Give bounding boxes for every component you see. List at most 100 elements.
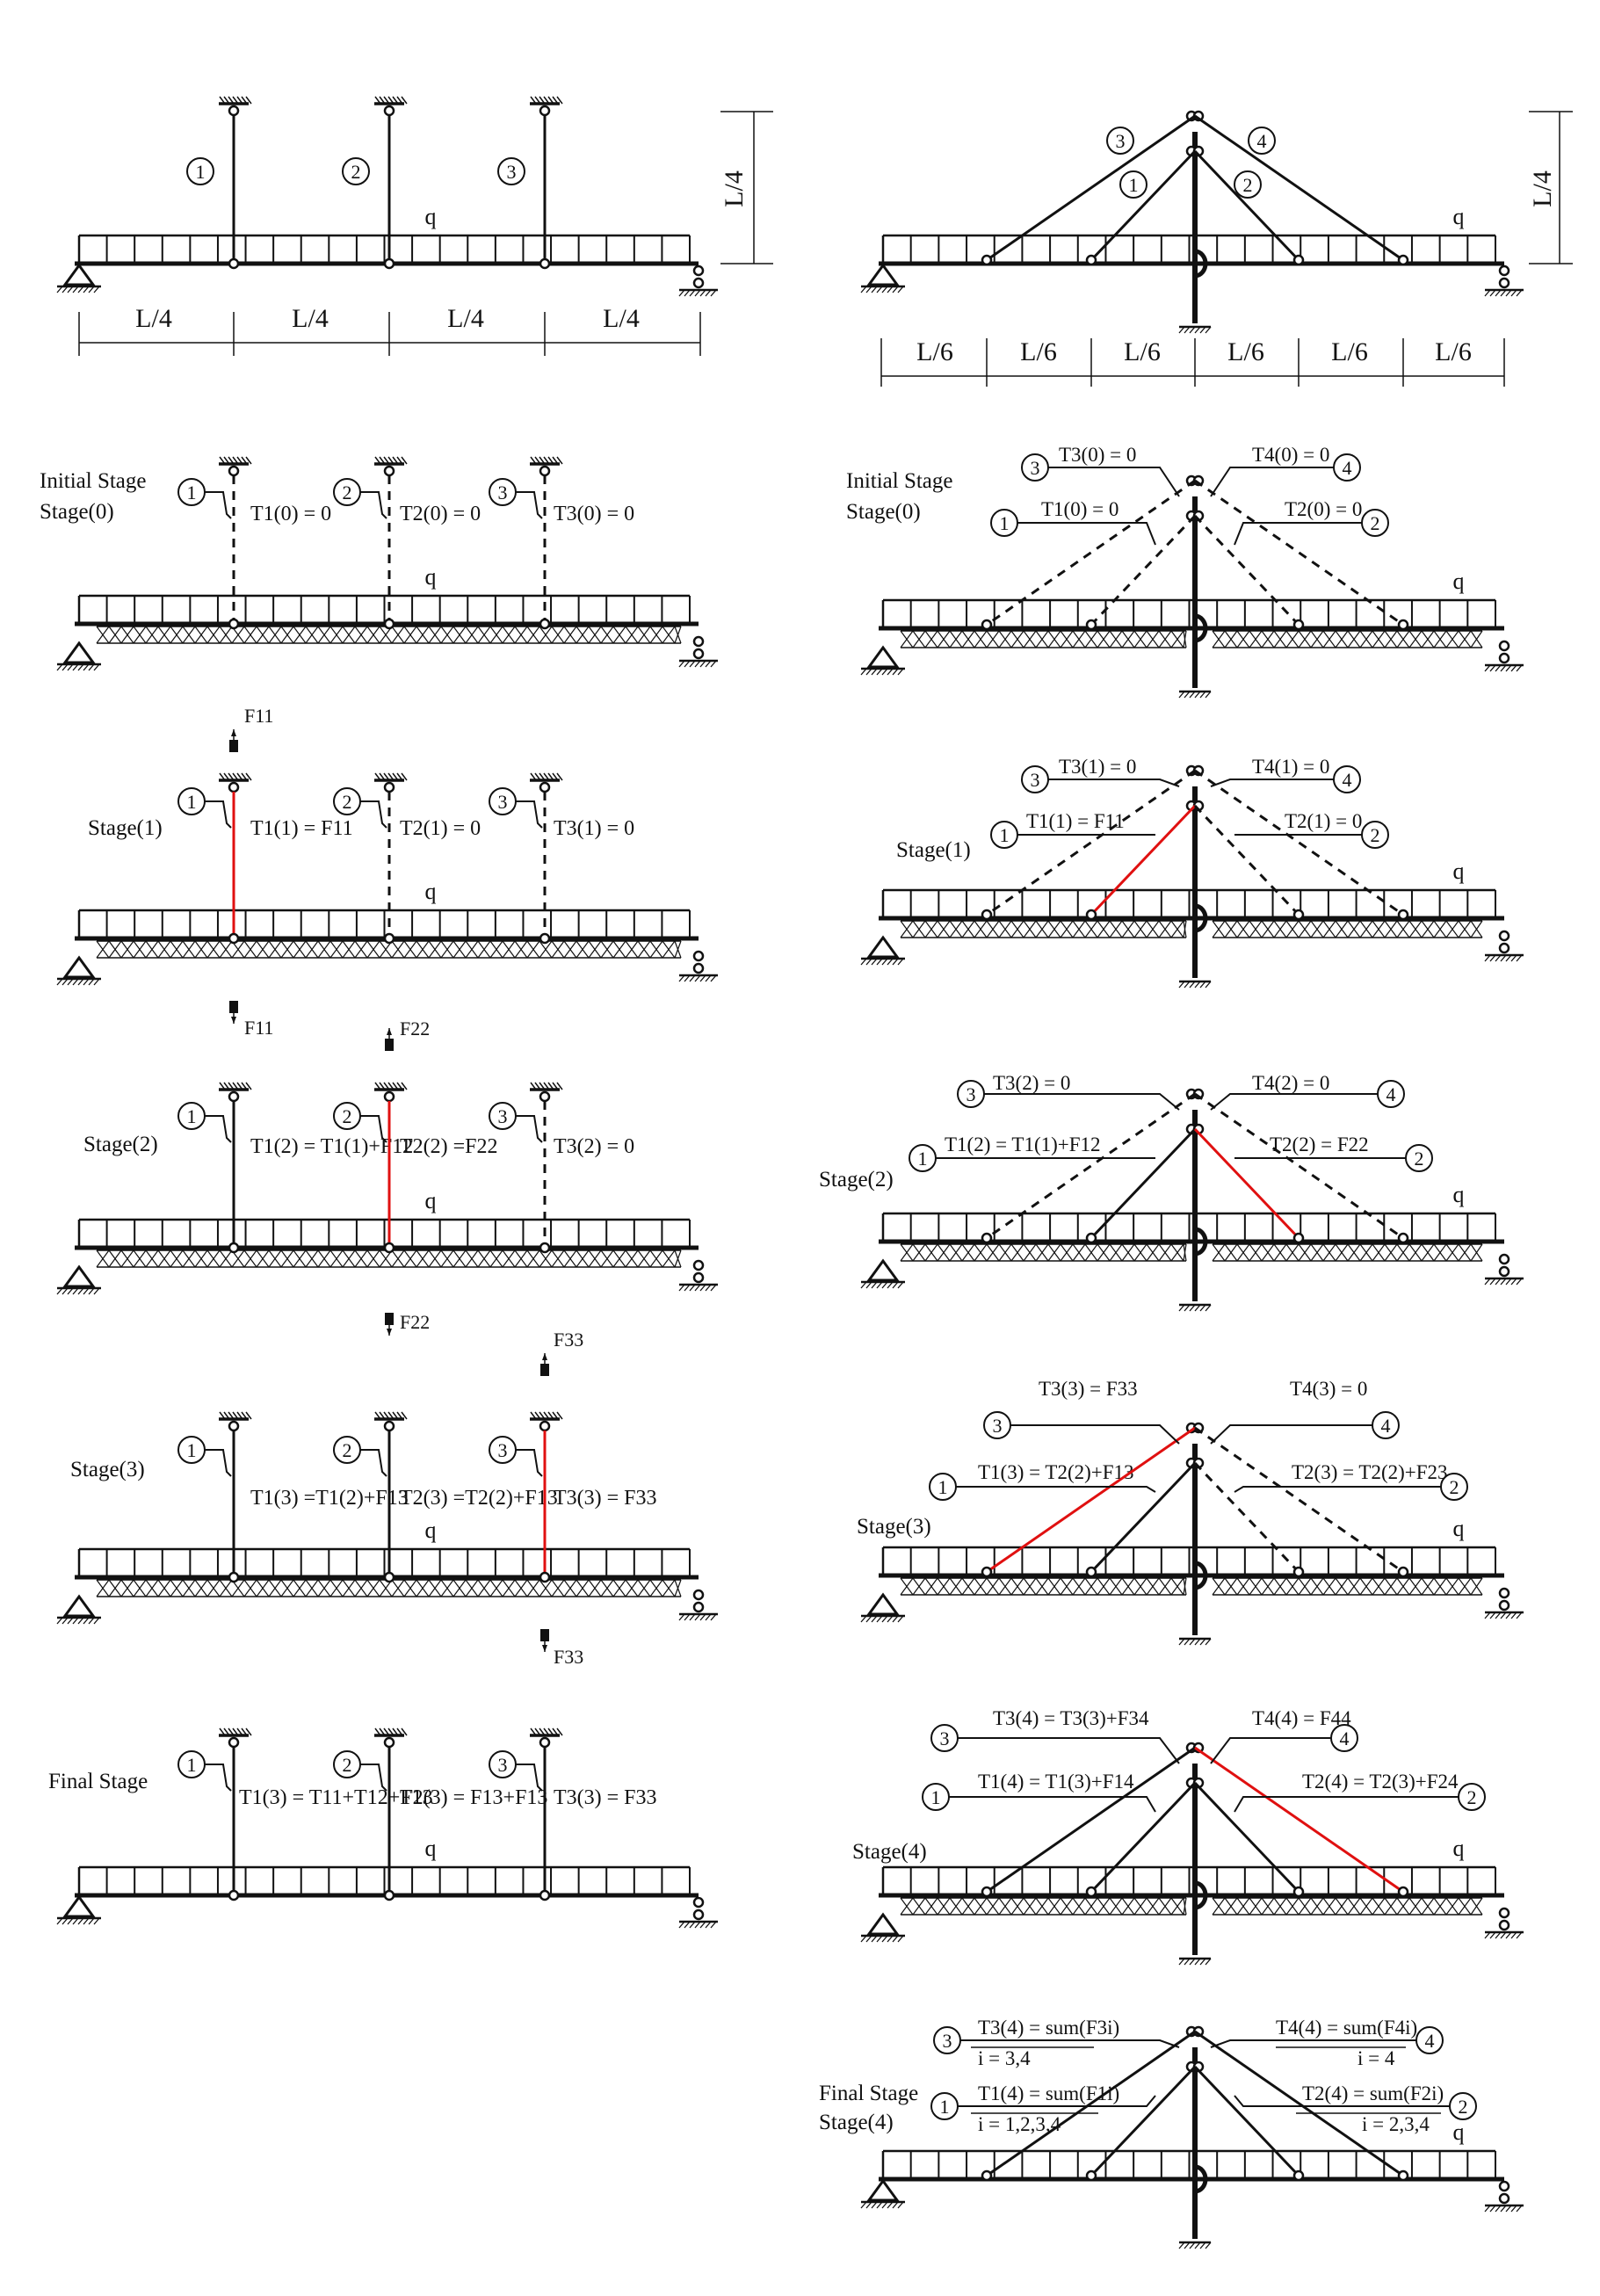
rformula-c2-s1: T2(1) = 0: [1285, 810, 1362, 832]
pylon-foundation-hatch: [1189, 981, 1196, 989]
force-label-f11-bottom: F11: [244, 1017, 273, 1039]
falsework-truss-right-diag: [1421, 920, 1435, 938]
falsework-truss-diag: [145, 626, 159, 644]
falsework-truss-right-diag: [1384, 630, 1398, 648]
hanger-top-hinge: [228, 1420, 240, 1432]
ceiling-anchor-hatch: [396, 456, 403, 465]
cable-number-2: 2: [1243, 174, 1253, 196]
roller-support-ground-hatch: [705, 289, 712, 297]
cable-number-4: 4: [1343, 457, 1352, 479]
falsework-truss-left-diag: [974, 630, 988, 648]
cable-4-anchor: [1397, 2169, 1409, 2182]
falsework-truss-left-diag: [1072, 1897, 1086, 1916]
cable-4: [1194, 114, 1404, 262]
falsework-truss-left-diag: [961, 920, 975, 938]
ceiling-anchor-hatch: [556, 96, 563, 105]
pin-support-ground-hatch: [93, 1617, 100, 1625]
rformula-c4-s4: T4(4) = F44: [1252, 1707, 1351, 1729]
falsework-truss-left-diag: [1121, 1243, 1135, 1262]
dim-span-right-4: L/6: [1227, 337, 1264, 366]
falsework-truss-right-diag: [1261, 630, 1275, 648]
cable-1: [1090, 1461, 1197, 1574]
force-f22-bottom-head: [387, 1329, 392, 1336]
falsework-truss-right-diag: [1322, 630, 1336, 648]
pin-support-ground-hatch: [892, 1281, 899, 1289]
cable-number-2: 2: [1371, 512, 1380, 534]
ceiling-anchor-hatch: [552, 1082, 559, 1090]
falsework-truss-diag: [354, 1249, 368, 1268]
falsework-truss-right-diag: [1273, 1243, 1287, 1262]
load-label: q: [1453, 569, 1465, 594]
ceiling-anchor-hatch: [543, 1727, 550, 1736]
falsework-truss-diag: [256, 940, 270, 959]
falsework-truss-right-diag: [1310, 1577, 1324, 1596]
falsework-truss-diag: [416, 940, 430, 959]
pin-support-ground-hatch: [83, 663, 90, 671]
hanger-number-1: 1: [187, 482, 197, 503]
roller-support-ground-hatch: [705, 1921, 712, 1929]
ceiling-anchor-hatch: [401, 1411, 408, 1420]
falsework-truss-diag: [317, 940, 331, 959]
falsework-truss-left-diag: [1060, 920, 1074, 938]
ceiling-anchor-hatch: [383, 1727, 390, 1736]
falsework-truss-diag: [170, 940, 184, 959]
pin-support-ground-hatch: [876, 1281, 883, 1289]
roller-support-ground-hatch: [694, 974, 701, 982]
leader: [360, 800, 387, 829]
pin-support-ground-hatch: [871, 1615, 878, 1623]
falsework-truss-diag: [243, 1579, 257, 1597]
roller-support-ground-hatch: [678, 660, 685, 668]
falsework-truss-diag: [514, 940, 528, 959]
roller-support-ground-hatch: [1510, 664, 1517, 672]
pin-support-ground-hatch: [881, 1935, 888, 1943]
ceiling-anchor-hatch: [539, 1411, 546, 1420]
falsework-truss-diag: [514, 1249, 528, 1268]
hanger-top-hinge: [539, 465, 551, 477]
falsework-truss-diag: [477, 1579, 491, 1597]
rformula-c2-s2: T2(2) = F22: [1270, 1134, 1369, 1155]
falsework-truss-left-diag: [974, 1243, 988, 1262]
falsework-truss-right-diag: [1384, 1897, 1398, 1916]
force-f33-top-jack: [540, 1364, 549, 1376]
rformula-c2-s0: T2(0) = 0: [1285, 498, 1362, 520]
pin-support-ground-hatch: [62, 286, 69, 293]
ceiling-anchor-hatch: [223, 1082, 230, 1090]
cable-number-4: 4: [1340, 1727, 1350, 1749]
ceiling-anchor-hatch: [379, 1411, 386, 1420]
ceiling-anchor-hatch: [374, 96, 381, 105]
pin-support-ground-hatch: [62, 1287, 69, 1295]
ceiling-anchor-hatch: [245, 1727, 252, 1736]
falsework-truss-diag: [219, 1579, 233, 1597]
falsework-truss-diag: [96, 626, 110, 644]
cable-3: [986, 479, 1196, 627]
falsework-truss-right-diag: [1285, 1897, 1300, 1916]
pylon-foundation-hatch: [1184, 1304, 1191, 1312]
falsework-truss-left-diag: [1072, 920, 1086, 938]
pin-support-ground-hatch: [72, 1287, 79, 1295]
hanger-top-hinge: [539, 105, 551, 117]
ceiling-anchor-hatch: [236, 772, 243, 781]
pylon-foundation-hatch: [1199, 2242, 1206, 2249]
hanger-top-hinge: [228, 465, 240, 477]
cable-number-3: 3: [993, 1415, 1003, 1437]
roller-support-ground-hatch: [1510, 1278, 1517, 1286]
falsework-truss-diag: [452, 1579, 467, 1597]
roller-support-ground-hatch: [678, 1284, 685, 1292]
falsework-truss-left-diag: [1035, 1577, 1049, 1596]
falsework-truss-diag: [625, 1579, 639, 1597]
falsework-truss-left-diag: [1183, 920, 1187, 938]
falsework-truss-left-diag: [1097, 1243, 1111, 1262]
roller-support-ground-hatch: [1510, 1931, 1517, 1939]
falsework-truss-right-diag: [1458, 920, 1472, 938]
pin-support-ground-hatch: [892, 2201, 899, 2209]
pin-support-ground-hatch: [83, 286, 90, 293]
cable-number-1: 1: [1000, 512, 1010, 534]
ceiling-anchor-hatch: [236, 1727, 243, 1736]
roller-support-ground-hatch: [1510, 289, 1517, 297]
stage-label-initial-right: Initial Stage: [846, 469, 953, 493]
roller-support-ground-hatch: [705, 660, 712, 668]
cable-3-anchor: [981, 909, 993, 921]
falsework-truss-right-diag: [1273, 1897, 1287, 1916]
cable-1-anchor: [1085, 2169, 1097, 2182]
roller-support-ground-hatch: [1489, 664, 1496, 672]
